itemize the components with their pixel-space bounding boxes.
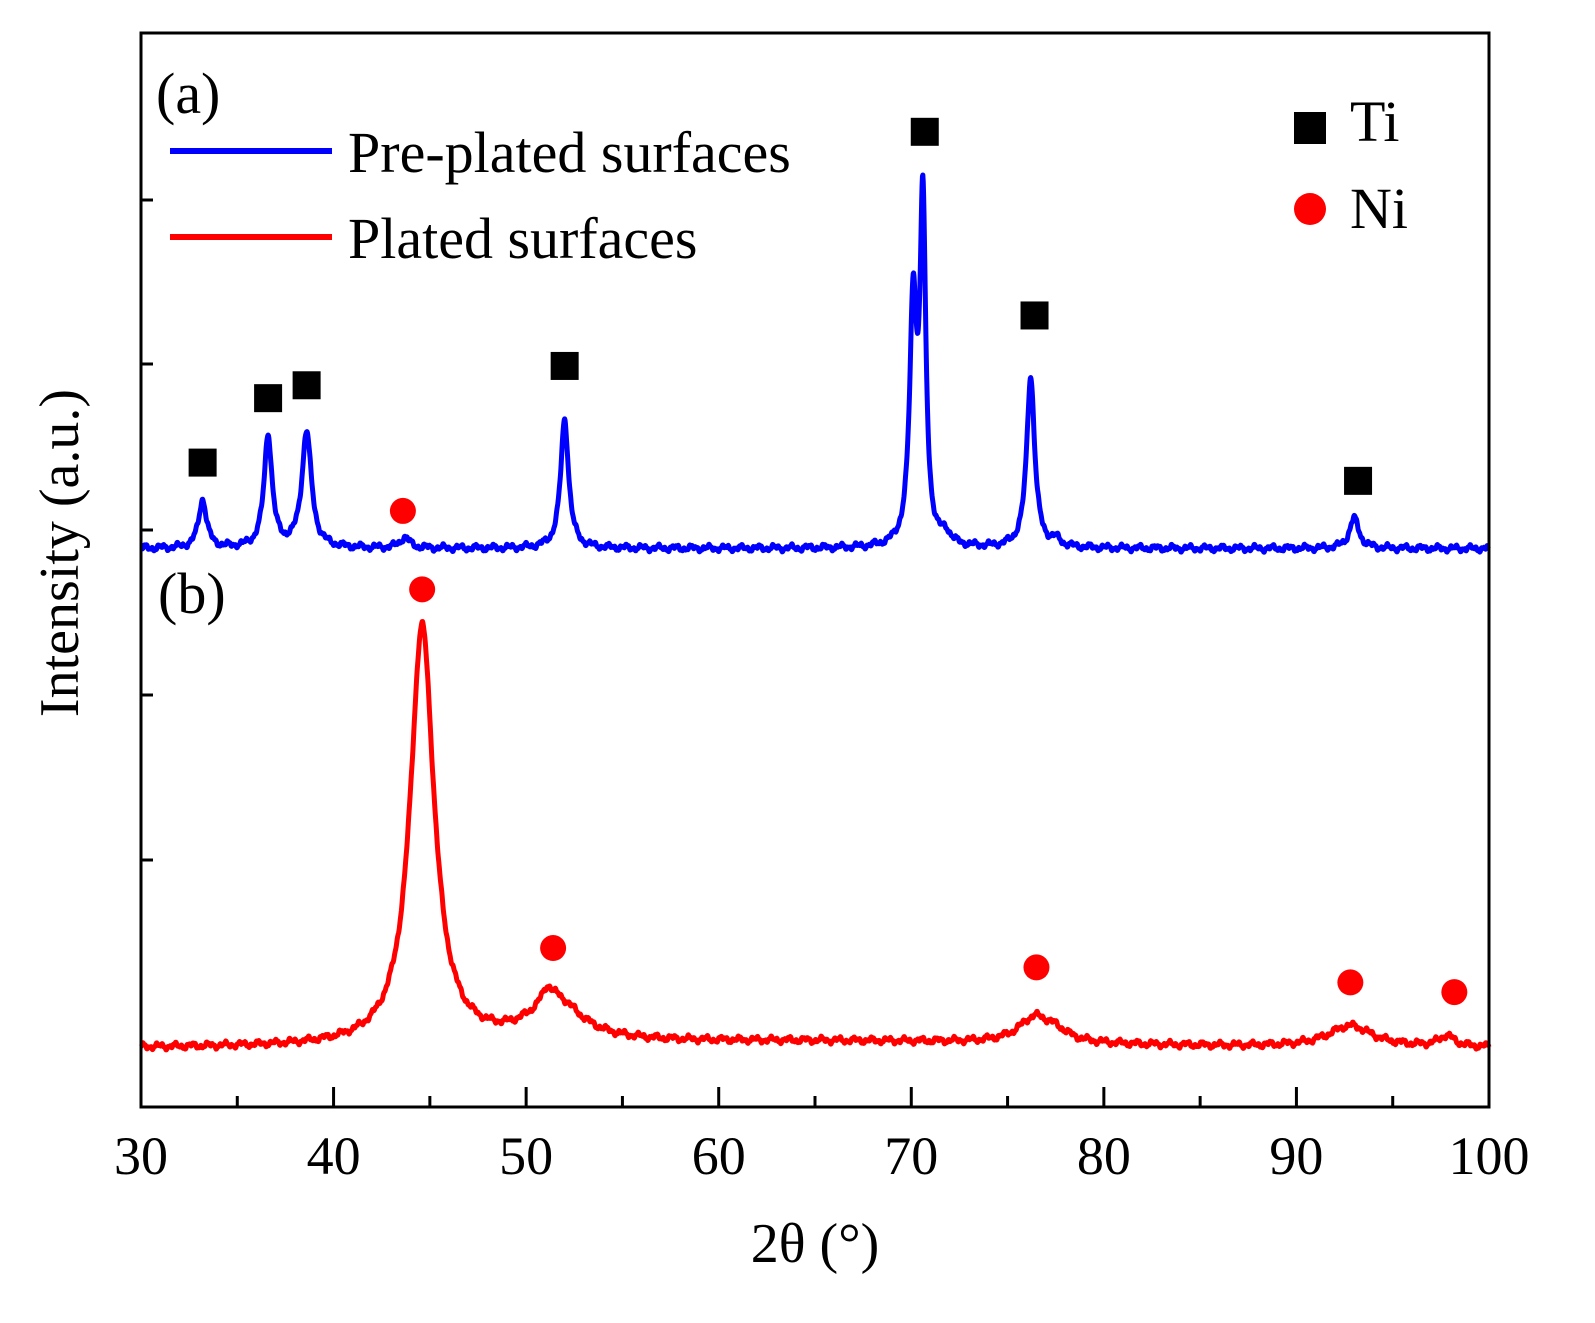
legend-label-plated: Plated surfaces: [348, 206, 697, 271]
x-tick-label: 40: [307, 1126, 361, 1186]
ti-peak-marker-icon: [254, 384, 283, 413]
x-tick-label: 80: [1077, 1126, 1131, 1186]
marker-layer: [188, 117, 1468, 1006]
panel-label-b: (b): [158, 561, 226, 626]
phase-legend: Ti Ni: [1294, 89, 1408, 241]
x-tick-label: 30: [114, 1126, 168, 1186]
ti-peak-marker-icon: [292, 371, 321, 400]
plot-layer: [138, 172, 1492, 1053]
legend-label-pre-plated: Pre-plated surfaces: [348, 120, 791, 185]
ni-peak-marker-icon: [389, 497, 416, 524]
ti-peak-marker-icon: [1020, 301, 1049, 330]
ti-peak-marker-icon: [550, 351, 579, 380]
ni-peak-marker-icon: [409, 576, 436, 603]
text-layer: (a) (b) 2θ (°) Intensity (a.u.): [29, 61, 879, 1275]
ti-peak-marker-icon: [188, 448, 217, 477]
x-tick-label: 90: [1269, 1126, 1323, 1186]
ni-peak-marker-icon: [1023, 954, 1050, 981]
phase-legend-label-ti: Ti: [1350, 89, 1400, 154]
x-tick-label: 50: [499, 1126, 553, 1186]
y-axis-title: Intensity (a.u.): [29, 389, 91, 717]
phase-legend-label-ni: Ni: [1350, 176, 1408, 241]
legend: Pre-plated surfaces Plated surfaces: [170, 120, 791, 271]
ni-peak-marker-icon: [540, 935, 567, 962]
x-tick-label: 100: [1449, 1126, 1530, 1186]
panel-label-a: (a): [156, 61, 220, 126]
ti-peak-marker-icon: [910, 117, 939, 146]
ti-peak-marker-icon: [1344, 466, 1373, 495]
x-tick-label: 70: [884, 1126, 938, 1186]
x-axis-title: 2θ (°): [751, 1213, 880, 1275]
ni-peak-marker-icon: [1441, 979, 1468, 1006]
ni-peak-marker-icon: [1337, 969, 1364, 996]
series-line-plated: [138, 619, 1492, 1053]
phase-legend-ni-circle-icon: [1294, 193, 1326, 225]
phase-legend-ti-square-icon: [1294, 112, 1326, 144]
series-line-pre-plated: [138, 172, 1492, 555]
x-tick-label: 60: [692, 1126, 746, 1186]
axis-layer: 30 40 50 60 70 80 90 100: [114, 31, 1530, 1186]
